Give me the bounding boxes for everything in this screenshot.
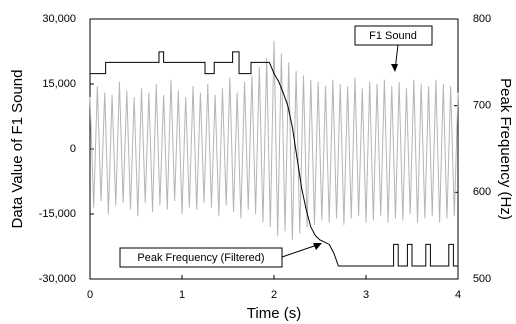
x-tick-label: 2 xyxy=(271,289,277,301)
y-tick-label: 0 xyxy=(70,143,76,155)
frequency-line xyxy=(90,51,458,267)
y-axis-label: Data Value of F1 Sound xyxy=(9,70,26,229)
annotation-box xyxy=(354,25,433,46)
sound-trace xyxy=(89,40,459,241)
y2-tick-label: 500 xyxy=(473,273,491,285)
arrow-head xyxy=(313,243,322,250)
y2-tick-label: 600 xyxy=(473,186,491,198)
arrow-head xyxy=(391,64,398,72)
y2-tick-label: 800 xyxy=(473,13,491,25)
annotation: F1 Sound xyxy=(369,30,417,42)
x-tick-label: 1 xyxy=(179,289,185,301)
x-axis-label: Time (s) xyxy=(247,305,301,322)
y-tick-label: -15,000 xyxy=(39,208,76,220)
y2-tick-label: 700 xyxy=(473,100,491,112)
annotation-arrow xyxy=(281,243,321,258)
y2-axis-label: Peak Frequency (Hz) xyxy=(497,78,514,220)
y-tick-label: 15,000 xyxy=(42,78,76,90)
y-tick-label: -30,000 xyxy=(39,273,76,285)
x-tick-label: 0 xyxy=(87,289,93,301)
x-tick-label: 4 xyxy=(455,289,461,301)
annotation-box xyxy=(119,247,283,268)
y-tick-label: 30,000 xyxy=(42,13,76,25)
annotation: Peak Frequency (Filtered) xyxy=(137,252,264,264)
x-tick-label: 3 xyxy=(363,289,369,301)
